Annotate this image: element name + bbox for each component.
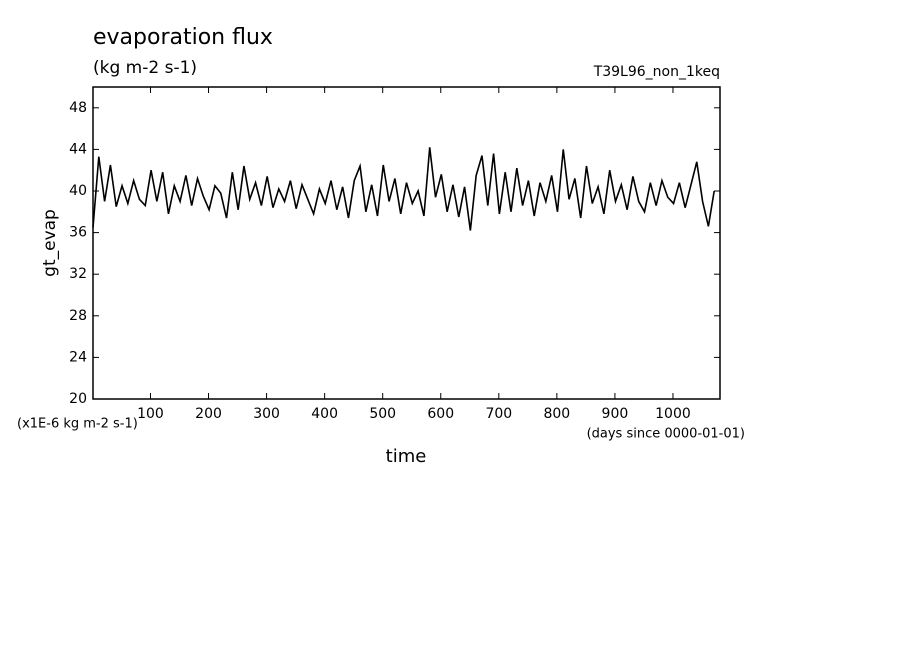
y-tick-label: 44 (69, 141, 87, 157)
y-axis-label: gt_evap (40, 209, 60, 277)
y-tick-label: 32 (69, 266, 87, 282)
y-unit: (x1E-6 kg m-2 s-1) (17, 417, 138, 432)
x-axis-label: time (386, 446, 427, 467)
annotation: T39L96_non_1keq (593, 64, 720, 80)
y-tick-label: 36 (69, 225, 87, 241)
chart-subtitle: (kg m-2 s-1) (93, 58, 197, 78)
x-unit: (days since 0000-01-01) (587, 427, 745, 442)
x-tick-label: 1000 (655, 406, 691, 422)
x-tick-label: 700 (485, 406, 512, 422)
plot-frame (92, 86, 721, 400)
x-tick-label: 300 (253, 406, 280, 422)
x-tick-label: 200 (195, 406, 222, 422)
x-tick-label: 800 (543, 406, 570, 422)
y-tick-label: 40 (69, 183, 87, 199)
x-tick-label: 100 (137, 406, 164, 422)
x-tick-label: 400 (311, 406, 338, 422)
y-tick-label: 20 (69, 391, 87, 407)
chart-title: evaporation flux (93, 25, 273, 50)
x-tick-label: 600 (427, 406, 454, 422)
y-tick-label: 24 (69, 349, 87, 365)
x-tick-label: 900 (602, 406, 629, 422)
data-line (92, 147, 715, 231)
y-tick-label: 28 (69, 308, 87, 324)
x-tick-label: 500 (369, 406, 396, 422)
y-tick-label: 48 (69, 100, 87, 116)
